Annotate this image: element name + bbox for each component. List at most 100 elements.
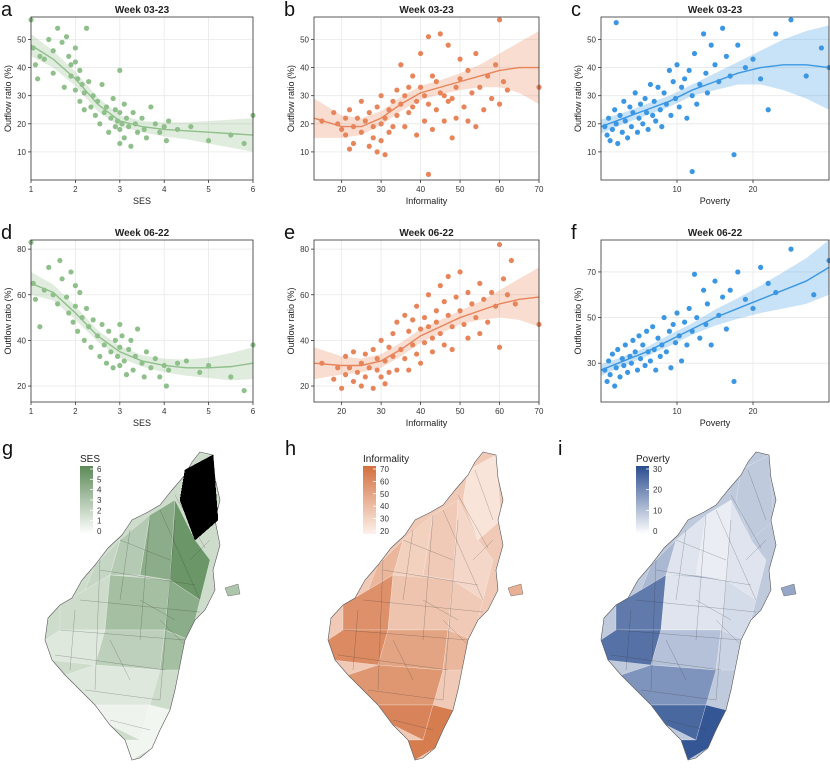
data-point	[441, 118, 447, 124]
data-point	[697, 335, 703, 341]
x-tick-label: 3	[118, 185, 123, 194]
data-point	[110, 365, 116, 371]
panel-letter: i	[558, 438, 562, 460]
data-point	[406, 328, 412, 334]
data-point	[441, 299, 447, 305]
data-point	[63, 294, 70, 300]
data-point	[457, 308, 463, 314]
y-tick-label: 30	[587, 359, 596, 368]
data-point	[666, 328, 673, 334]
panel-c: c Week 03-23 10 20 10 20 30 40 50 Poverty Outflow …	[571, 0, 830, 206]
choropleth-map	[327, 451, 524, 761]
data-point	[731, 152, 737, 158]
region-border	[474, 469, 494, 521]
data-point	[148, 104, 154, 110]
choropleth-map	[600, 451, 797, 761]
data-point	[674, 310, 680, 316]
data-point	[803, 73, 809, 79]
data-point	[630, 337, 636, 343]
data-point	[615, 346, 621, 353]
data-point	[720, 294, 726, 300]
data-point	[382, 381, 388, 387]
data-point	[697, 81, 703, 88]
data-point	[453, 84, 459, 90]
data-point	[99, 81, 105, 88]
data-point	[461, 104, 467, 110]
data-point	[647, 81, 654, 88]
data-point	[492, 62, 499, 68]
data-point	[366, 365, 372, 371]
panel-d: d Week 06-22 1 2 3 4 5 6 20 40 60 80 SES Outflow rati…	[1, 222, 256, 428]
data-point	[612, 107, 618, 113]
panel-title: Week 03-23	[399, 5, 454, 16]
data-point	[613, 365, 619, 371]
data-point	[390, 124, 396, 130]
data-point	[457, 56, 463, 62]
data-point	[708, 42, 714, 48]
legend-title: Poverty	[636, 454, 670, 465]
data-point	[694, 101, 700, 107]
data-point	[130, 109, 136, 116]
data-point	[121, 101, 127, 107]
region-border	[367, 689, 444, 701]
data-point	[437, 283, 443, 289]
y-tick-label: 30	[587, 92, 596, 101]
data-point	[410, 73, 416, 79]
region-border	[159, 509, 201, 601]
data-point	[126, 346, 132, 353]
data-point	[382, 152, 388, 158]
y-tick-label: 60	[17, 291, 26, 300]
data-point	[604, 132, 610, 138]
data-point	[663, 349, 669, 355]
data-point	[637, 356, 644, 362]
data-point	[108, 349, 114, 355]
legend-tick-label: 40	[380, 502, 389, 511]
panel-letter: d	[1, 222, 12, 244]
region-border	[675, 539, 727, 561]
region-border	[472, 539, 494, 561]
x-tick-label: 40	[416, 185, 425, 194]
region-border	[392, 719, 434, 731]
map-outline	[327, 451, 504, 761]
data-point	[143, 349, 150, 355]
region-border	[730, 494, 762, 549]
data-point	[496, 17, 503, 23]
data-point	[682, 76, 688, 82]
panel-letter: h	[285, 438, 296, 460]
data-point	[686, 305, 692, 312]
x-tick-label: 20	[749, 407, 758, 416]
data-point	[241, 140, 247, 147]
data-point	[613, 20, 619, 26]
data-point	[161, 124, 167, 130]
data-point	[818, 45, 825, 51]
data-point	[496, 241, 503, 248]
data-point	[374, 356, 380, 362]
data-point	[465, 335, 471, 341]
data-point	[433, 79, 439, 85]
y-tick-label: 40	[17, 64, 26, 73]
data-point	[477, 330, 483, 337]
data-point	[366, 143, 372, 149]
data-point	[394, 367, 400, 373]
region-border	[54, 654, 166, 671]
data-point	[72, 303, 78, 309]
data-point	[433, 319, 439, 325]
data-point	[117, 67, 123, 73]
data-point	[183, 358, 189, 364]
y-tick-label: 20	[300, 120, 309, 129]
data-point	[640, 342, 646, 348]
x-tick-label: 4	[162, 407, 167, 416]
data-point	[139, 115, 145, 121]
data-point	[106, 129, 112, 135]
legend-colorbar	[80, 466, 93, 534]
data-point	[402, 356, 408, 362]
region-border	[650, 559, 657, 691]
data-point	[676, 104, 682, 110]
map-region	[347, 664, 444, 706]
y-tick-label: 40	[300, 64, 309, 73]
